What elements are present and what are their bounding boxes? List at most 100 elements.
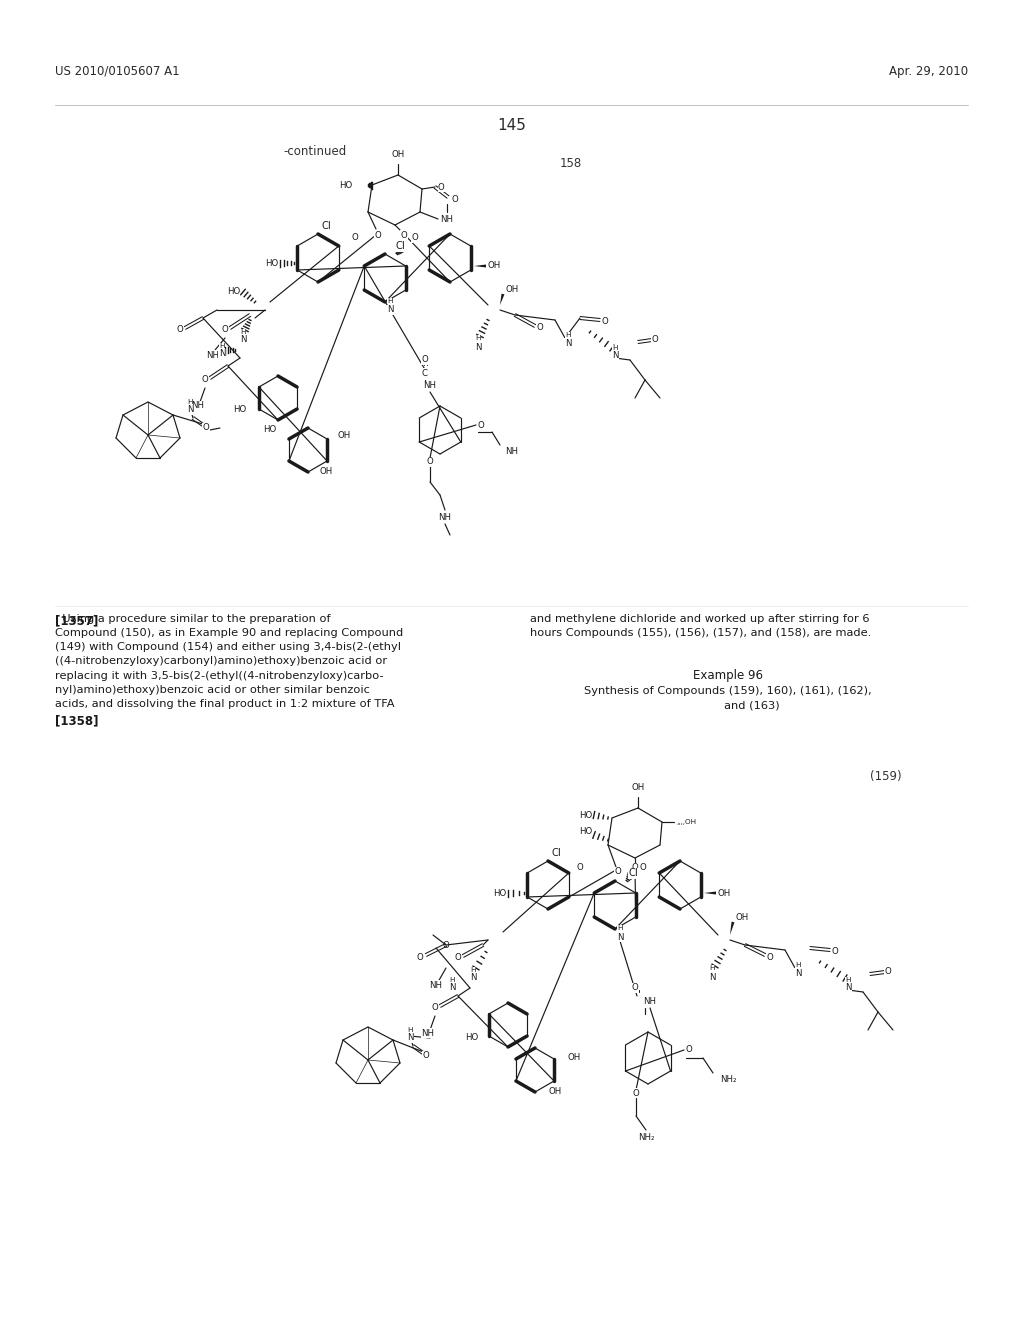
Text: O: O — [577, 863, 584, 873]
Text: O: O — [423, 1052, 429, 1060]
Text: HO: HO — [493, 888, 506, 898]
Text: Synthesis of Compounds (159), 160), (161), (162),
             and (163): Synthesis of Compounds (159), 160), (161… — [584, 686, 871, 710]
Text: O: O — [452, 194, 459, 203]
Text: H: H — [408, 1027, 413, 1034]
Text: -continued: -continued — [284, 145, 347, 158]
Text: NH: NH — [191, 401, 205, 411]
Text: N: N — [240, 335, 246, 345]
Text: O: O — [885, 968, 891, 977]
Text: [1358]: [1358] — [55, 714, 98, 727]
Text: NH: NH — [422, 1028, 434, 1038]
Text: HO: HO — [339, 181, 352, 190]
Text: Example 96: Example 96 — [693, 669, 763, 682]
Text: N: N — [387, 305, 393, 314]
Text: OH: OH — [391, 150, 404, 158]
Text: O: O — [442, 940, 450, 949]
Text: OH: OH — [735, 913, 749, 923]
Text: NH₂: NH₂ — [638, 1134, 654, 1143]
Text: O: O — [831, 948, 839, 957]
Text: NH: NH — [438, 513, 452, 523]
Text: O: O — [375, 231, 381, 239]
Text: 145: 145 — [498, 117, 526, 133]
Text: US 2010/0105607 A1: US 2010/0105607 A1 — [55, 65, 179, 78]
Text: O: O — [432, 1003, 438, 1012]
Text: OH: OH — [505, 285, 518, 294]
Text: N: N — [616, 932, 624, 941]
Text: ,,,,OH: ,,,,OH — [676, 818, 696, 825]
Text: O: O — [400, 231, 408, 239]
Polygon shape — [474, 264, 486, 268]
Polygon shape — [705, 891, 716, 895]
Text: N: N — [709, 974, 715, 982]
Text: O: O — [478, 421, 484, 429]
Text: O: O — [203, 424, 209, 433]
Text: H: H — [617, 925, 623, 931]
Text: O: O — [767, 953, 773, 962]
Text: N: N — [407, 1034, 414, 1043]
Text: NH₂: NH₂ — [720, 1076, 736, 1085]
Text: O: O — [633, 1089, 639, 1097]
Text: O: O — [438, 182, 444, 191]
Text: NH: NH — [440, 214, 453, 223]
Text: H: H — [612, 345, 617, 351]
Text: [1357]: [1357] — [55, 614, 98, 627]
Polygon shape — [389, 298, 391, 302]
Text: O: O — [686, 1045, 693, 1055]
Text: NH: NH — [643, 998, 656, 1006]
Text: O: O — [632, 863, 638, 873]
Text: N: N — [475, 343, 481, 352]
Text: 158: 158 — [560, 157, 583, 170]
Text: N: N — [795, 969, 801, 978]
Text: and methylene dichloride and worked up after stirring for 6
hours Compounds (155: and methylene dichloride and worked up a… — [530, 614, 871, 638]
Text: O: O — [640, 863, 646, 873]
Text: H: H — [187, 399, 193, 405]
Text: O: O — [602, 318, 608, 326]
Text: H: H — [565, 333, 570, 338]
Text: N: N — [845, 983, 851, 993]
Text: H: H — [450, 977, 455, 983]
Text: Cl: Cl — [628, 869, 638, 878]
Text: O: O — [455, 953, 462, 962]
Text: O: O — [202, 375, 208, 384]
Text: N: N — [219, 350, 225, 359]
Text: O: O — [427, 458, 433, 466]
Text: N: N — [449, 983, 456, 993]
Text: (159): (159) — [870, 770, 901, 783]
Text: Using a procedure similar to the preparation of
Compound (150), as in Example 90: Using a procedure similar to the prepara… — [55, 614, 403, 709]
Text: O: O — [351, 234, 358, 243]
Text: NH: NH — [207, 351, 219, 359]
Text: O: O — [176, 326, 183, 334]
Polygon shape — [500, 293, 505, 305]
Text: OH: OH — [632, 783, 645, 792]
Text: N: N — [186, 405, 194, 414]
Text: HO: HO — [579, 828, 592, 837]
Text: Apr. 29, 2010: Apr. 29, 2010 — [889, 65, 968, 78]
Text: C: C — [422, 368, 428, 378]
Text: HO: HO — [226, 288, 240, 297]
Text: NH: NH — [505, 447, 518, 457]
Text: H: H — [796, 962, 801, 968]
Text: H: H — [241, 329, 246, 335]
Text: Cl: Cl — [551, 847, 561, 858]
Text: H: H — [475, 335, 480, 341]
Text: OH: OH — [338, 430, 351, 440]
Text: H: H — [710, 965, 715, 972]
Text: HO: HO — [263, 425, 276, 434]
Text: N: N — [470, 974, 476, 982]
Text: N: N — [565, 338, 571, 347]
Text: OH: OH — [549, 1088, 561, 1097]
Text: H: H — [470, 968, 476, 973]
Text: OH: OH — [488, 261, 502, 271]
Text: O: O — [651, 335, 658, 345]
Text: OH: OH — [567, 1053, 581, 1063]
Text: O: O — [417, 953, 423, 962]
Text: HO: HO — [265, 259, 278, 268]
Text: O: O — [422, 355, 428, 364]
Text: O: O — [632, 983, 638, 993]
Text: O: O — [221, 326, 228, 334]
Text: Cl: Cl — [395, 242, 404, 251]
Text: N: N — [611, 351, 618, 360]
Text: H: H — [387, 298, 393, 304]
Text: Cl: Cl — [322, 220, 331, 231]
Text: HO: HO — [465, 1032, 478, 1041]
